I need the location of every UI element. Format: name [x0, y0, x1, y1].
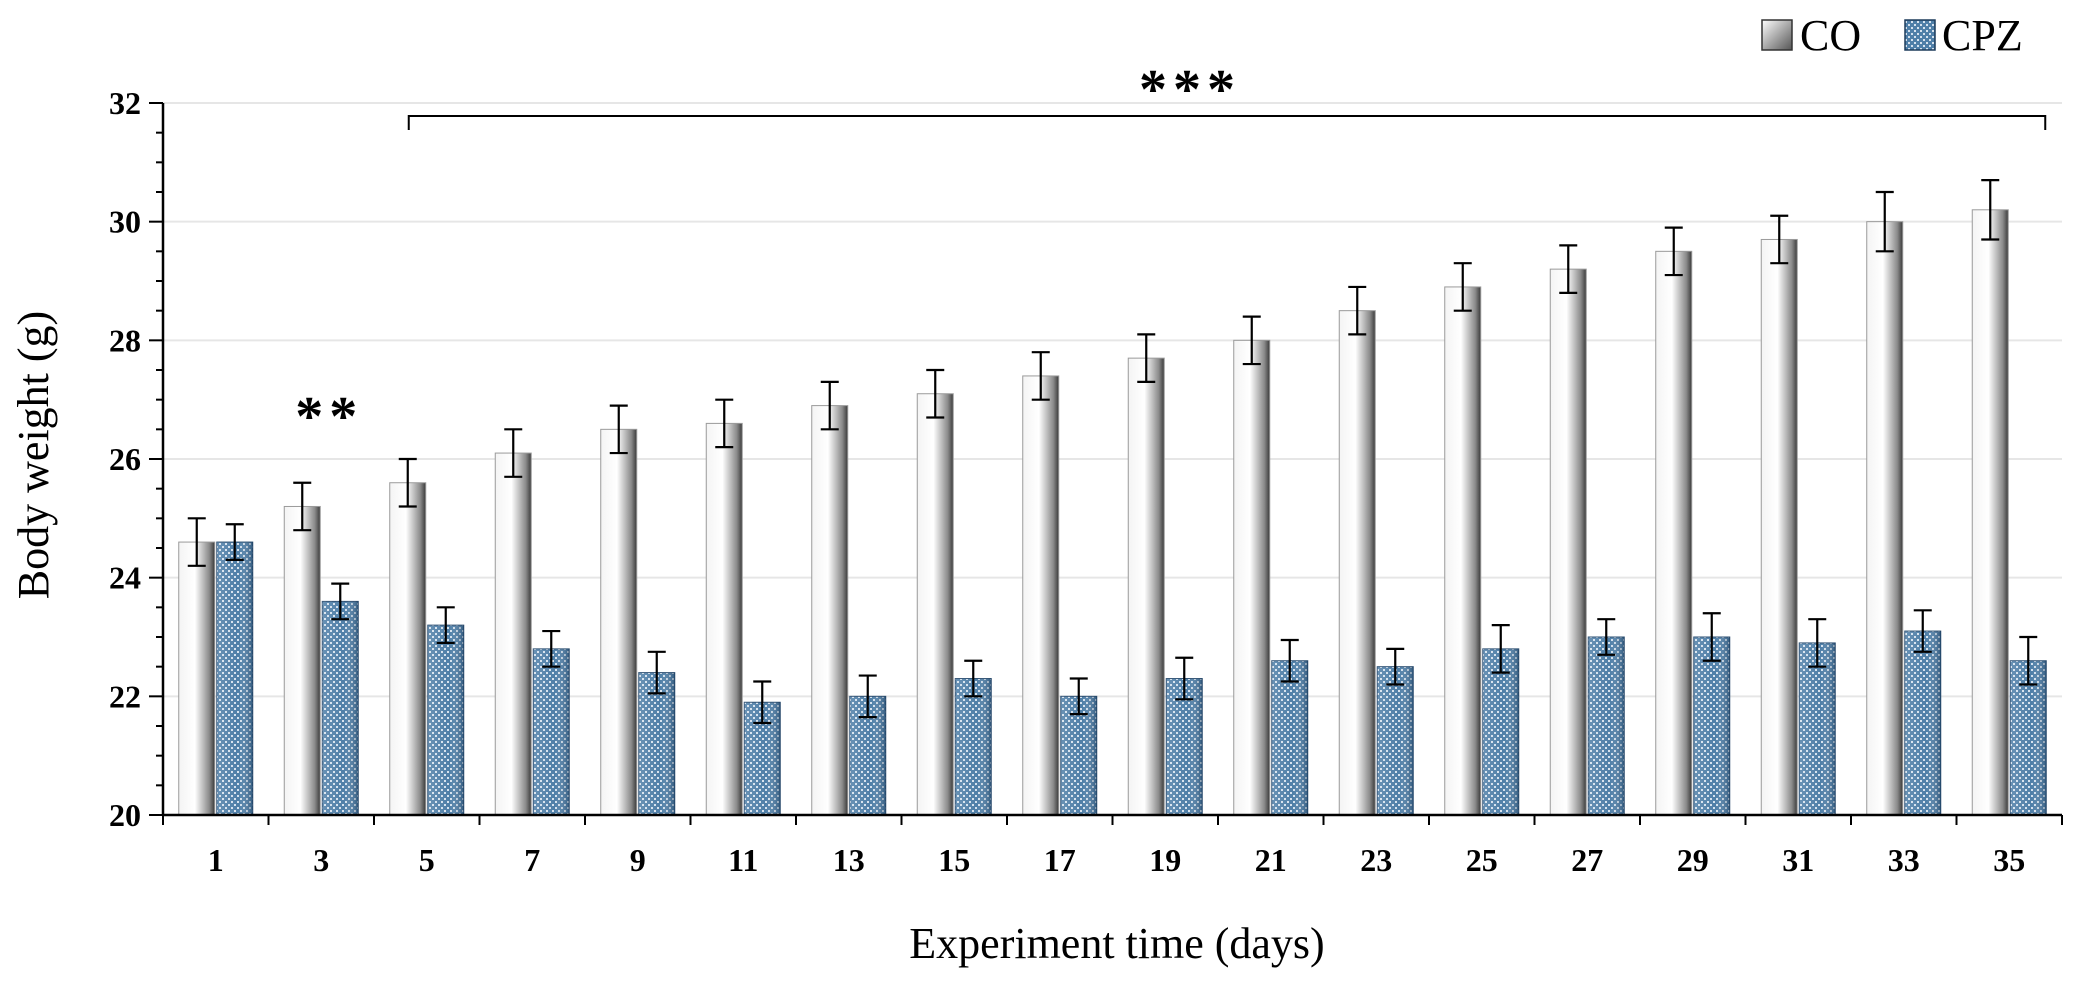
bar-cpz-shade: [638, 672, 675, 815]
bar-cpz-shade: [955, 678, 992, 815]
bar-cpz-shade: [1060, 696, 1097, 815]
bar-co: [600, 428, 638, 816]
bar-cpz-shade: [1693, 637, 1730, 815]
x-tick-label: 5: [419, 842, 435, 878]
bar-cpz-shade: [2010, 660, 2047, 815]
bar-co: [1338, 310, 1376, 816]
x-tick-label: 21: [1255, 842, 1287, 878]
y-tick-label: 22: [109, 678, 141, 714]
x-tick-label: 35: [1993, 842, 2025, 878]
bar-cpz-shade: [1377, 666, 1414, 815]
y-tick-label: 24: [109, 560, 141, 596]
bar-cpz-shade: [427, 625, 464, 815]
bar-co: [1127, 357, 1165, 816]
bar-cpz-shade: [1482, 648, 1519, 815]
significance-annotations: *****: [295, 59, 2047, 448]
x-tick-label: 29: [1677, 842, 1709, 878]
gridlines: [163, 102, 2062, 698]
x-tick-label: 27: [1571, 842, 1603, 878]
bar-cpz-shade: [1588, 637, 1625, 815]
x-tick-label: 25: [1466, 842, 1498, 878]
x-axis-title: Experiment time (days): [909, 919, 1324, 968]
x-tick-label: 1: [208, 842, 224, 878]
y-tick-label: 32: [109, 85, 141, 121]
y-tick-label: 26: [109, 441, 141, 477]
significance-bracket: [407, 115, 2047, 130]
x-tick-label: 11: [728, 842, 758, 878]
bar-co: [389, 482, 427, 816]
legend-swatch-cpz: [1904, 19, 1936, 51]
y-tick-label: 20: [109, 797, 141, 833]
bars: [178, 209, 2047, 816]
significance-marker: **: [295, 386, 363, 448]
bar-co: [1866, 221, 1904, 816]
x-tick-label: 7: [524, 842, 540, 878]
bar-co: [1444, 286, 1482, 816]
bar-cpz-shade: [1799, 642, 1836, 815]
y-tick-label: 28: [109, 322, 141, 358]
x-tick-label: 31: [1782, 842, 1814, 878]
legend-label-cpz: CPZ: [1942, 11, 2023, 60]
x-tick-label: 33: [1888, 842, 1920, 878]
bar-co: [494, 452, 532, 816]
bar-co: [811, 405, 849, 816]
x-tick-label: 23: [1360, 842, 1392, 878]
bar-co: [1760, 238, 1798, 816]
error-bars: [187, 179, 2038, 725]
bar-co: [1971, 209, 2009, 816]
y-axis-title: Body weight (g): [9, 311, 58, 599]
legend-label-co: CO: [1800, 11, 1861, 60]
significance-marker: ***: [1139, 59, 1241, 121]
bar-cpz-shade: [533, 648, 570, 815]
bar-co: [916, 393, 954, 816]
x-tick-label: 17: [1044, 842, 1076, 878]
bar-co: [1233, 339, 1271, 816]
legend-swatch-co: [1761, 19, 1793, 51]
x-tick-label: 13: [833, 842, 865, 878]
bar-cpz-shade: [1166, 678, 1203, 815]
bar-co: [705, 422, 743, 816]
y-tick-label: 30: [109, 204, 141, 240]
axes: [149, 102, 2063, 825]
bar-cpz-shade: [322, 601, 359, 815]
legend: CO CPZ: [1761, 11, 2023, 60]
bar-cpz-shade: [1904, 631, 1941, 815]
bar-co: [283, 505, 321, 816]
bar-co: [1655, 250, 1693, 816]
x-tick-label: 15: [938, 842, 970, 878]
bar-co: [1549, 268, 1587, 816]
bar-co: [178, 541, 216, 816]
x-tick-label: 3: [313, 842, 329, 878]
x-tick-label: 19: [1149, 842, 1181, 878]
x-tick-label: 9: [630, 842, 646, 878]
bar-cpz-shade: [216, 542, 253, 815]
bar-co: [1022, 375, 1060, 816]
bar-cpz-shade: [1271, 660, 1308, 815]
